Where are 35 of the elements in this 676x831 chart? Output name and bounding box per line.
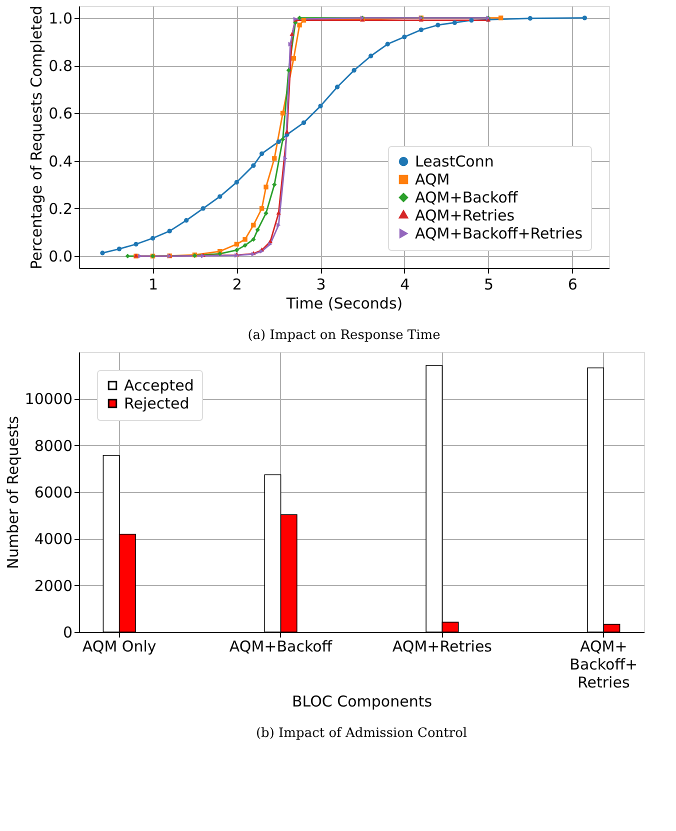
y-tick-label: 0.2 bbox=[48, 200, 72, 218]
y-tick-label: 4000 bbox=[34, 530, 72, 548]
legend-label: Rejected bbox=[124, 394, 190, 412]
x-axis-title: Time (Seconds) bbox=[285, 294, 403, 312]
y-tick-label: 0.0 bbox=[48, 248, 72, 266]
y-tick-label: 0.8 bbox=[48, 57, 72, 76]
legend-label: AQM bbox=[415, 170, 450, 188]
x-tick-label: AQM+Retries bbox=[392, 638, 492, 656]
x-axis-title: BLOC Components bbox=[292, 692, 432, 710]
x-tick-label: 4 bbox=[400, 276, 410, 294]
y-tick-label: 6000 bbox=[34, 484, 72, 502]
y-axis-title: Percentage of Requests Completed bbox=[28, 6, 46, 270]
legend-label: AQM+Backoff bbox=[415, 188, 518, 206]
x-tick-label: 5 bbox=[484, 276, 494, 294]
x-tick-label: AQM Only bbox=[82, 638, 156, 656]
y-tick-label: 1.0 bbox=[48, 9, 72, 28]
x-tick-label: 2 bbox=[232, 276, 242, 294]
x-tick-label: AQM+Backoff bbox=[229, 638, 333, 656]
y-tick-label: 0.4 bbox=[48, 152, 72, 170]
x-tick-label: 3 bbox=[316, 276, 326, 294]
y-axis-title: Number of Requests bbox=[4, 416, 22, 569]
y-tick-label: 10000 bbox=[24, 390, 72, 408]
text: (a) Impact on Response Time bbox=[248, 328, 441, 343]
y-tick-label: 0 bbox=[62, 624, 72, 642]
text: (b) Impact of Admission Control bbox=[256, 726, 468, 741]
legend-label: LeastConn bbox=[415, 152, 494, 170]
y-tick-label: 0.6 bbox=[48, 104, 72, 123]
legend-label: Accepted bbox=[124, 376, 194, 394]
y-tick-label: 2000 bbox=[34, 576, 72, 595]
legend-label: AQM+Backoff+Retries bbox=[415, 224, 583, 242]
x-tick-label: 1 bbox=[148, 276, 158, 294]
x-tick-label: 6 bbox=[568, 276, 578, 294]
legend-label: AQM+Retries bbox=[415, 206, 515, 224]
y-tick-label: 8000 bbox=[34, 436, 72, 455]
x-tick-label: AQM+ Backoff+ Retries bbox=[570, 638, 638, 692]
